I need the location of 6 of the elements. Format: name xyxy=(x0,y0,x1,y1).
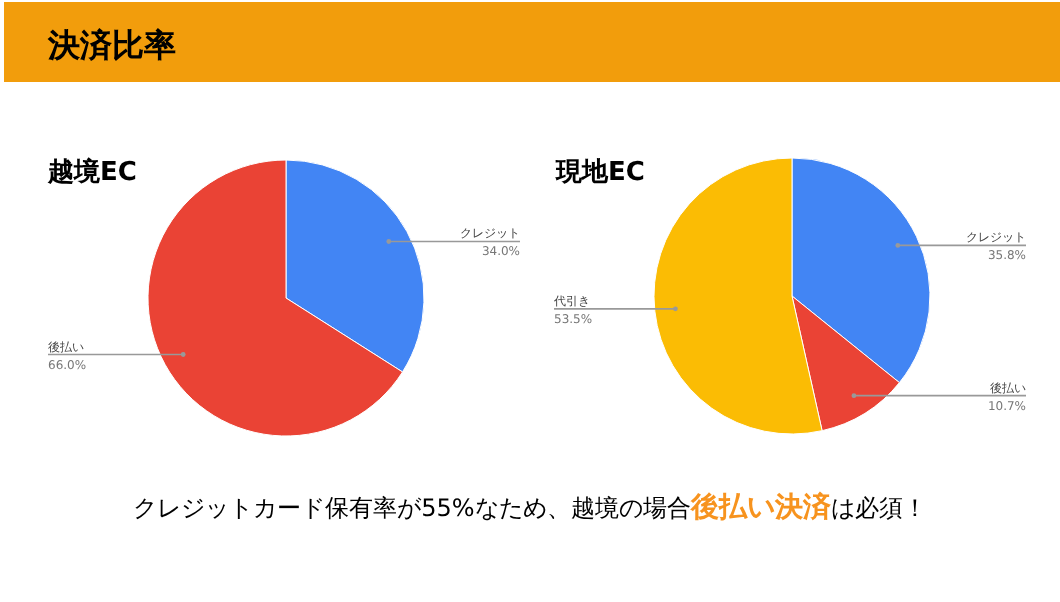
chart-title: 現地EC xyxy=(554,158,645,188)
chart-title: 越境EC xyxy=(46,156,137,188)
text: は必須！ xyxy=(830,494,927,522)
text: 後払い決済 xyxy=(688,490,833,524)
text: 決済比率 xyxy=(46,26,176,64)
text: クレジットカード保有率が55%なため、越境の場合 xyxy=(133,494,691,522)
